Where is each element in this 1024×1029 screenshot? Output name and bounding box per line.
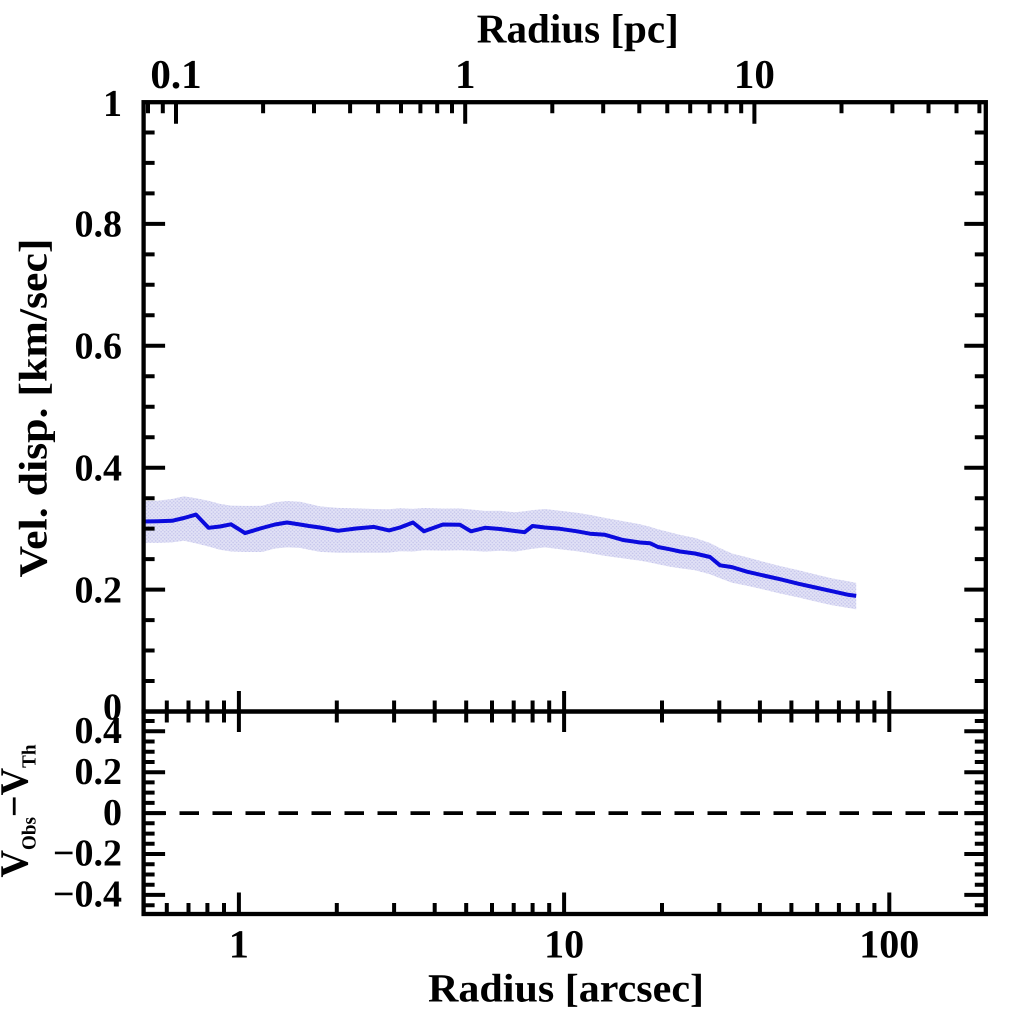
svg-text:0.4: 0.4 — [75, 710, 123, 752]
svg-text:−0.2: −0.2 — [53, 833, 122, 875]
svg-text:0: 0 — [103, 687, 122, 729]
svg-text:−0.4: −0.4 — [53, 874, 122, 916]
svg-text:1: 1 — [229, 922, 249, 967]
svg-text:Radius [pc]: Radius [pc] — [477, 5, 679, 51]
svg-text:0.1: 0.1 — [150, 51, 201, 97]
svg-text:Vel. disp. [km/sec]: Vel. disp. [km/sec] — [10, 239, 55, 578]
svg-text:0: 0 — [103, 792, 122, 834]
svg-text:0.2: 0.2 — [75, 751, 123, 793]
svg-text:0.8: 0.8 — [75, 204, 123, 246]
svg-text:100: 100 — [859, 922, 919, 967]
svg-text:10: 10 — [544, 922, 584, 967]
svg-text:0.4: 0.4 — [75, 447, 123, 489]
svg-text:0.6: 0.6 — [75, 326, 123, 368]
svg-text:0.2: 0.2 — [75, 569, 123, 611]
svg-text:Radius [arcsec]: Radius [arcsec] — [428, 966, 704, 1011]
svg-text:10: 10 — [734, 51, 775, 97]
svg-text:1: 1 — [455, 51, 476, 97]
svg-text:1: 1 — [103, 83, 122, 125]
